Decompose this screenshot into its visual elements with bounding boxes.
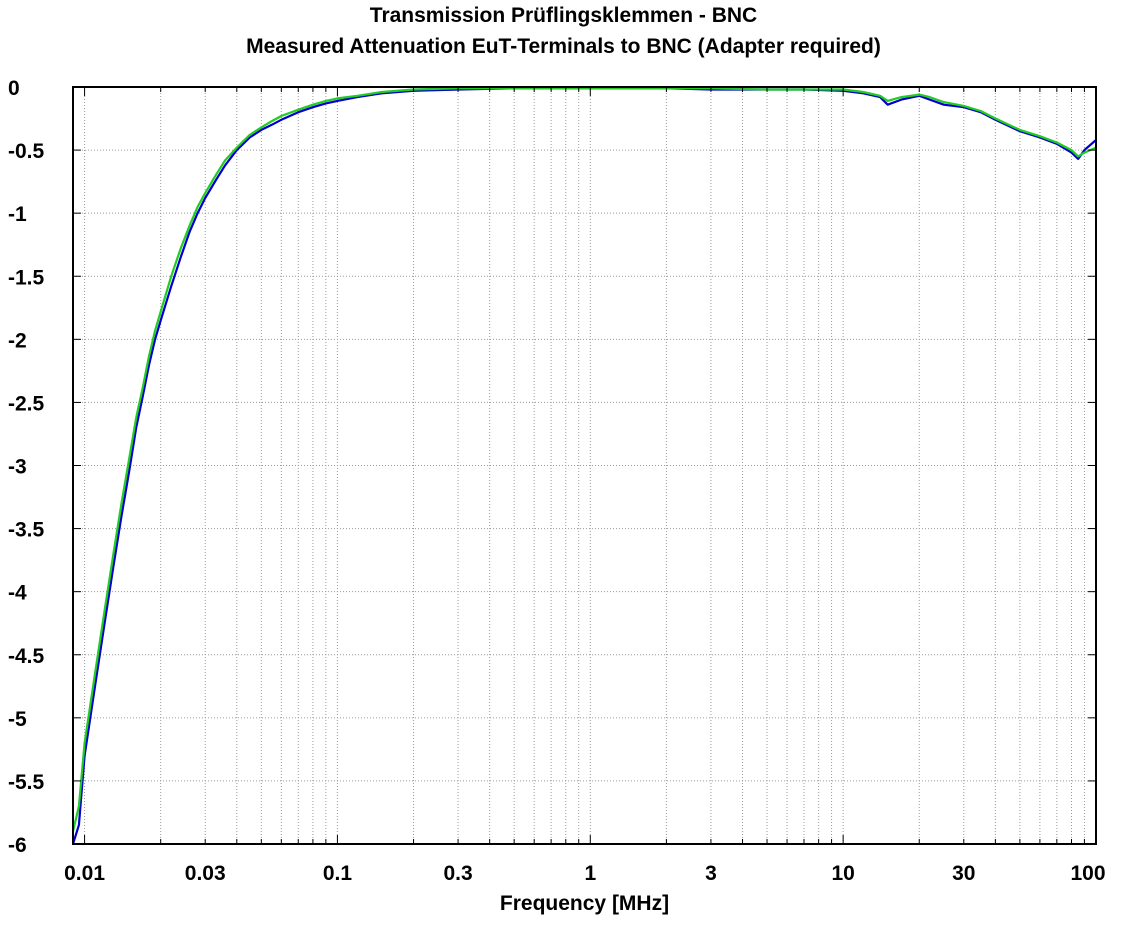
y-tick-label: 0 — [8, 77, 20, 100]
y-tick-label: -4.5 — [8, 645, 45, 668]
y-tick-label: -1.5 — [8, 266, 45, 289]
y-tick-label: -6 — [8, 834, 27, 857]
y-tick-label: -2 — [8, 329, 27, 352]
y-tick-label: -3 — [8, 456, 27, 479]
x-tick-label: 30 — [952, 862, 975, 885]
y-tick-label: -5 — [8, 708, 27, 731]
grid-lines — [72, 86, 1097, 845]
y-tick-labels: 0 -0.5 -1 -1.5 -2 -2.5 -3 -3.5 -4 -4.5 -5 -5.5 -6 — [8, 77, 45, 857]
x-tick-label: 0.1 — [323, 862, 353, 885]
chart-subtitle: Measured Attenuation EuT-Terminals to BN… — [246, 35, 881, 58]
x-tick-label: 1 — [584, 862, 596, 885]
x-axis-label: Frequency [MHz] — [500, 892, 669, 915]
x-tick-label: 3 — [705, 862, 717, 885]
y-tick-label: -3.5 — [8, 519, 45, 542]
x-tick-label: 0.03 — [185, 862, 226, 885]
x-tick-label: 0.01 — [64, 862, 105, 885]
series-line-1 — [71, 87, 1097, 845]
y-tick-label: -2.5 — [8, 392, 45, 415]
y-tick-label: -0.5 — [8, 140, 45, 163]
y-tick-label: -1 — [8, 203, 27, 226]
tick-marks — [72, 86, 1097, 845]
y-tick-label: -5.5 — [8, 771, 45, 794]
y-tick-label: -4 — [8, 582, 27, 605]
series-line-2 — [71, 87, 1097, 832]
x-tick-labels: 0.01 0.03 0.1 0.3 1 3 10 30 100 — [64, 862, 1105, 885]
series-group — [71, 87, 1097, 845]
x-tick-label: 0.3 — [443, 862, 472, 885]
x-tick-label: 10 — [831, 862, 854, 885]
chart-title: Transmission Prüflingsklemmen - BNC — [369, 4, 758, 27]
x-tick-label: 100 — [1070, 862, 1105, 885]
